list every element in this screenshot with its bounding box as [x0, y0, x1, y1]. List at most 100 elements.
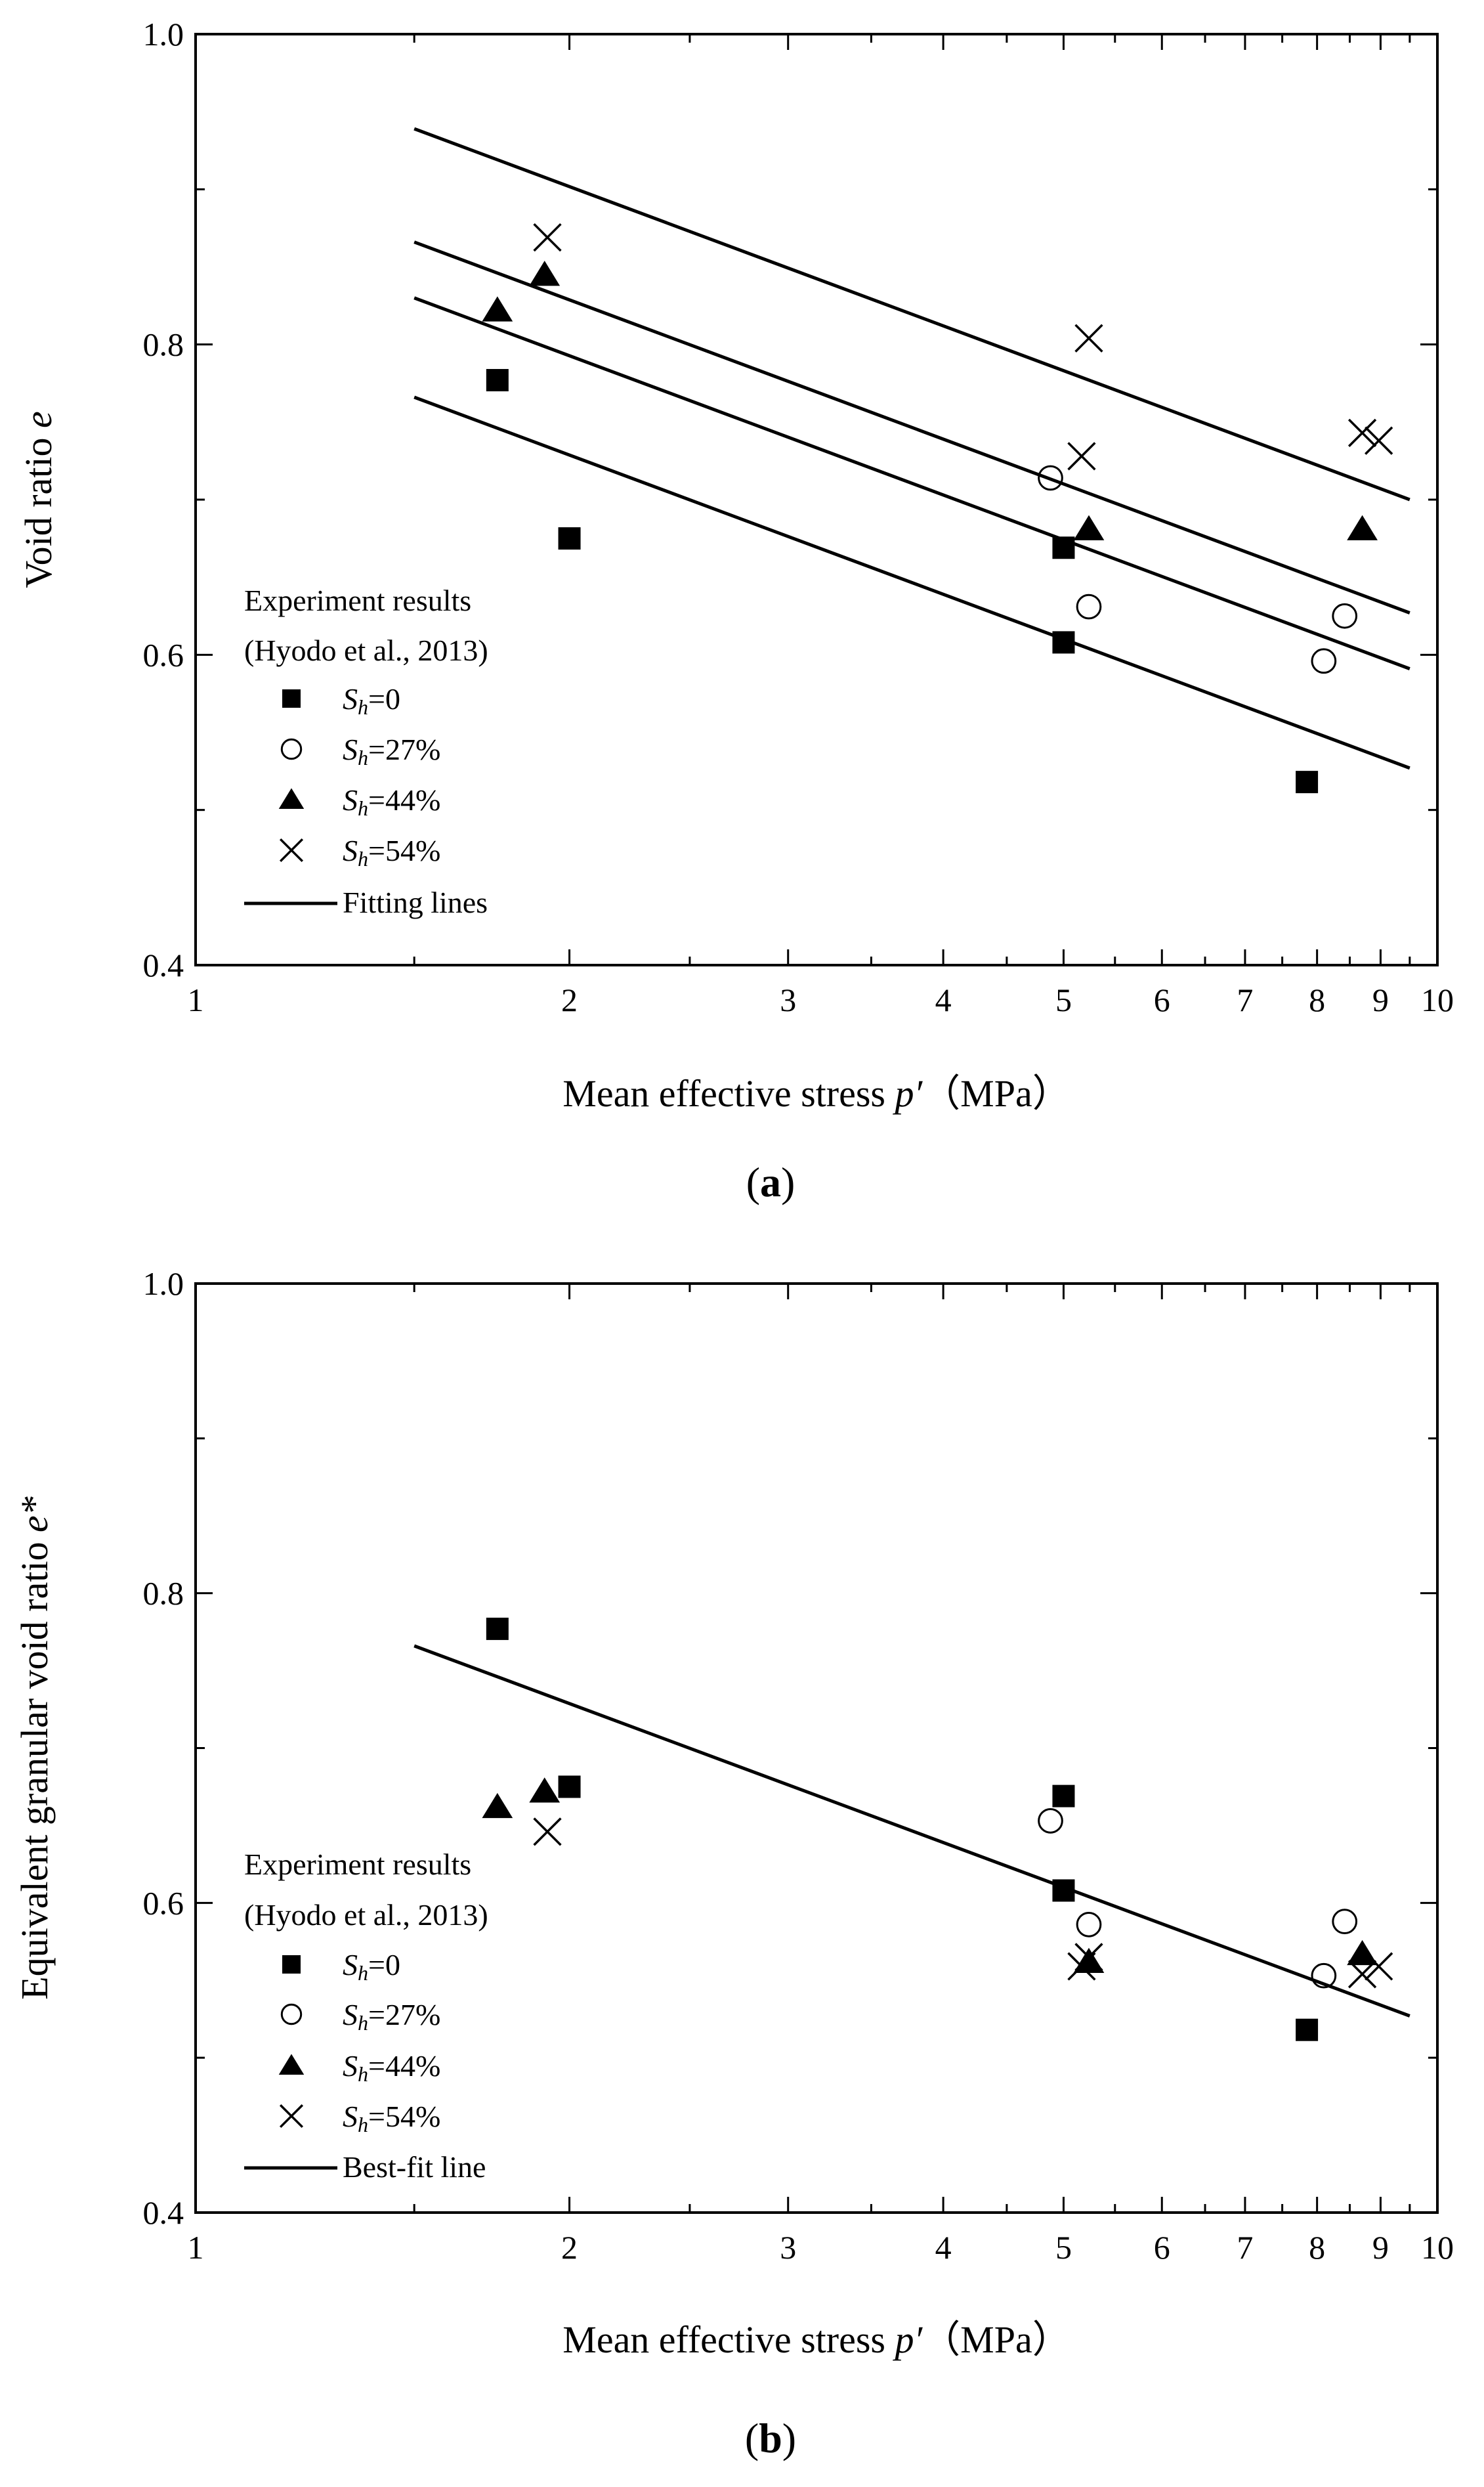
panel-a-point-circle-0: [1038, 465, 1063, 491]
panel-b-fit-line-0: [413, 1644, 1410, 2018]
panel-a-x-tick-label: 7: [1237, 982, 1253, 1018]
panel-b-legend-title: Experiment results: [244, 1848, 471, 1881]
panel-a-x-tick-label: 8: [1309, 982, 1325, 1018]
panel-a-y-tick-label: 0.6: [143, 636, 184, 673]
panel-b-legend-label-triangle: Sh=44%: [343, 2049, 440, 2086]
panel-b-point-square-1: [558, 1775, 581, 1798]
panel-b-legend-line-label: Best-fit line: [343, 2150, 486, 2184]
panel-b-y-tick-label: 1.0: [143, 1265, 184, 1302]
panel-a-x-tick-label: 2: [561, 982, 578, 1018]
panel-a-point-cross-0: [533, 223, 562, 252]
panel-b-point-square-2: [1052, 1784, 1075, 1807]
panel-b-point-circle-2: [1311, 1962, 1337, 1989]
panel-b-x-tick-label: 6: [1154, 2229, 1170, 2266]
panel-a-x-tick-label: 5: [1055, 982, 1072, 1018]
panel-a-point-cross-1: [1067, 442, 1096, 471]
panel-a-point-square-3: [1052, 631, 1075, 654]
panel-b-x-tick-label: 7: [1237, 2229, 1253, 2266]
panel-b-point-circle-1: [1076, 1912, 1102, 1937]
panel-b-x-tick-label: 9: [1372, 2229, 1389, 2266]
panel-a-y-tick-label: 0.4: [143, 947, 184, 984]
panel-a-point-triangle-0: [482, 296, 513, 322]
panel-b-y-tick-label: 0.8: [143, 1575, 184, 1612]
panel-a-plot-frame: [194, 33, 1439, 966]
panel-a-point-square-0: [486, 369, 509, 392]
panel-b-point-cross-2: [1074, 1943, 1103, 1972]
panel-a-legend-marker-triangle: [278, 788, 305, 809]
panel-a-legend-marker-square: [282, 689, 301, 708]
panel-a-x-tick-label: 10: [1421, 982, 1454, 1018]
panel-a-point-cross-2: [1074, 324, 1103, 353]
panel-a-point-square-4: [1296, 771, 1319, 794]
panel-b-legend: Experiment results (Hyodo et al., 2013) Sh…: [244, 1848, 488, 2184]
panel-b-point-square-0: [486, 1617, 509, 1640]
panel-b-legend-label-circle: Sh=27%: [343, 1998, 440, 2035]
panel-b-point-square-4: [1296, 2018, 1319, 2041]
panel-b-point-cross-4: [1365, 1952, 1393, 1981]
panel-b-legend-label-cross: Sh=54%: [343, 2100, 440, 2136]
panel-a-x-tick-label: 3: [780, 982, 796, 1018]
panel-a-point-triangle-1: [529, 261, 561, 286]
panel-a-caption: (a): [746, 1159, 795, 1205]
panel-a-point-square-2: [1052, 536, 1075, 559]
panel-a-legend-label-triangle: Sh=44%: [343, 783, 440, 820]
panel-a-point-cross-4: [1365, 426, 1393, 455]
panel-b-point-square-3: [1052, 1879, 1075, 1902]
panel-a-x-axis-title: Mean effective stress p′（MPa）: [562, 1072, 1071, 1115]
panel-a-point-circle-1: [1076, 594, 1102, 620]
panel-a: 1 2 3 4 5 6 7 8 9 10 0.4 0.6 0.8 1.0 Experiment result…: [17, 16, 1454, 1205]
panel-b-point-cross-3: [1347, 1960, 1377, 1989]
panel-b-x-tick-label: 10: [1421, 2229, 1454, 2266]
panel-b-legend-source: (Hyodo et al., 2013): [244, 1898, 488, 1932]
panel-a-fit-line-3: [413, 395, 1410, 770]
panel-b: 1 2 3 4 5 6 7 8 9 10 0.4 0.6 0.8 1.0 Experiment result…: [13, 1265, 1454, 2461]
panel-a-legend-title: Experiment results: [244, 584, 471, 617]
panel-a-y-tick-label: 1.0: [143, 16, 184, 53]
panel-b-point-cross-0: [533, 1817, 562, 1846]
panel-b-x-tick-label: 4: [935, 2229, 952, 2266]
panel-a-legend: Experiment results (Hyodo et al., 2013) Sh…: [244, 584, 488, 919]
panel-b-point-triangle-0: [482, 1792, 513, 1819]
panel-b-x-tick-label: 5: [1055, 2229, 1072, 2266]
panel-b-x-tick-label: 3: [780, 2229, 796, 2266]
panel-a-point-cross-3: [1347, 418, 1377, 448]
panel-a-point-square-1: [558, 527, 581, 550]
panel-a-fit-line-1: [413, 240, 1410, 615]
panel-a-fit-line-0: [413, 127, 1410, 502]
panel-a-x-tick-label: 9: [1372, 982, 1389, 1018]
panel-a-point-circle-2: [1311, 648, 1337, 674]
panel-a-legend-line-label: Fitting lines: [343, 886, 488, 919]
panel-b-y-tick-label: 0.6: [143, 1884, 184, 1921]
panel-b-point-circle-0: [1038, 1807, 1063, 1834]
panel-a-x-tick-label: 6: [1154, 982, 1170, 1018]
panel-a-fit-line-2: [413, 296, 1410, 670]
panel-a-y-axis-title: Void ratio e: [17, 411, 60, 588]
panel-b-legend-marker-square: [282, 1955, 301, 1974]
panel-b-point-triangle-1: [529, 1777, 561, 1803]
panel-b-legend-marker-cross: [279, 2104, 304, 2129]
panel-a-legend-marker-cross: [279, 838, 304, 863]
panel-b-x-tick-label: 1: [188, 2229, 204, 2266]
panel-a-legend-label-square: Sh=0: [343, 682, 400, 719]
panel-a-x-tick-label: 4: [935, 982, 952, 1018]
panel-b-x-tick-label: 8: [1309, 2229, 1325, 2266]
panel-b-x-tick-label: 2: [561, 2229, 578, 2266]
panel-b-legend-marker-triangle: [278, 2054, 305, 2075]
panel-a-x-tick-label: 1: [188, 982, 204, 1018]
panel-b-legend-label-square: Sh=0: [343, 1948, 400, 1985]
panel-a-legend-marker-circle: [280, 738, 303, 760]
panel-b-x-axis-title: Mean effective stress p′（MPa）: [562, 2318, 1071, 2361]
panel-b-y-axis-title: Equivalent granular void ratio e*: [13, 1496, 56, 2000]
panel-a-point-triangle-3: [1347, 515, 1378, 540]
panel-a-legend-label-circle: Sh=27%: [343, 733, 440, 769]
panel-b-legend-marker-circle: [280, 2003, 303, 2025]
panel-b-point-circle-3: [1332, 1909, 1358, 1934]
panel-b-y-tick-label: 0.4: [143, 2194, 184, 2231]
panel-a-y-tick-label: 0.8: [143, 326, 184, 363]
panel-a-point-circle-3: [1332, 603, 1358, 629]
panel-a-legend-label-cross: Sh=54%: [343, 834, 440, 871]
panel-a-point-triangle-2: [1073, 515, 1105, 540]
panel-a-legend-source: (Hyodo et al., 2013): [244, 634, 488, 667]
panel-b-caption: (b): [745, 2415, 796, 2461]
